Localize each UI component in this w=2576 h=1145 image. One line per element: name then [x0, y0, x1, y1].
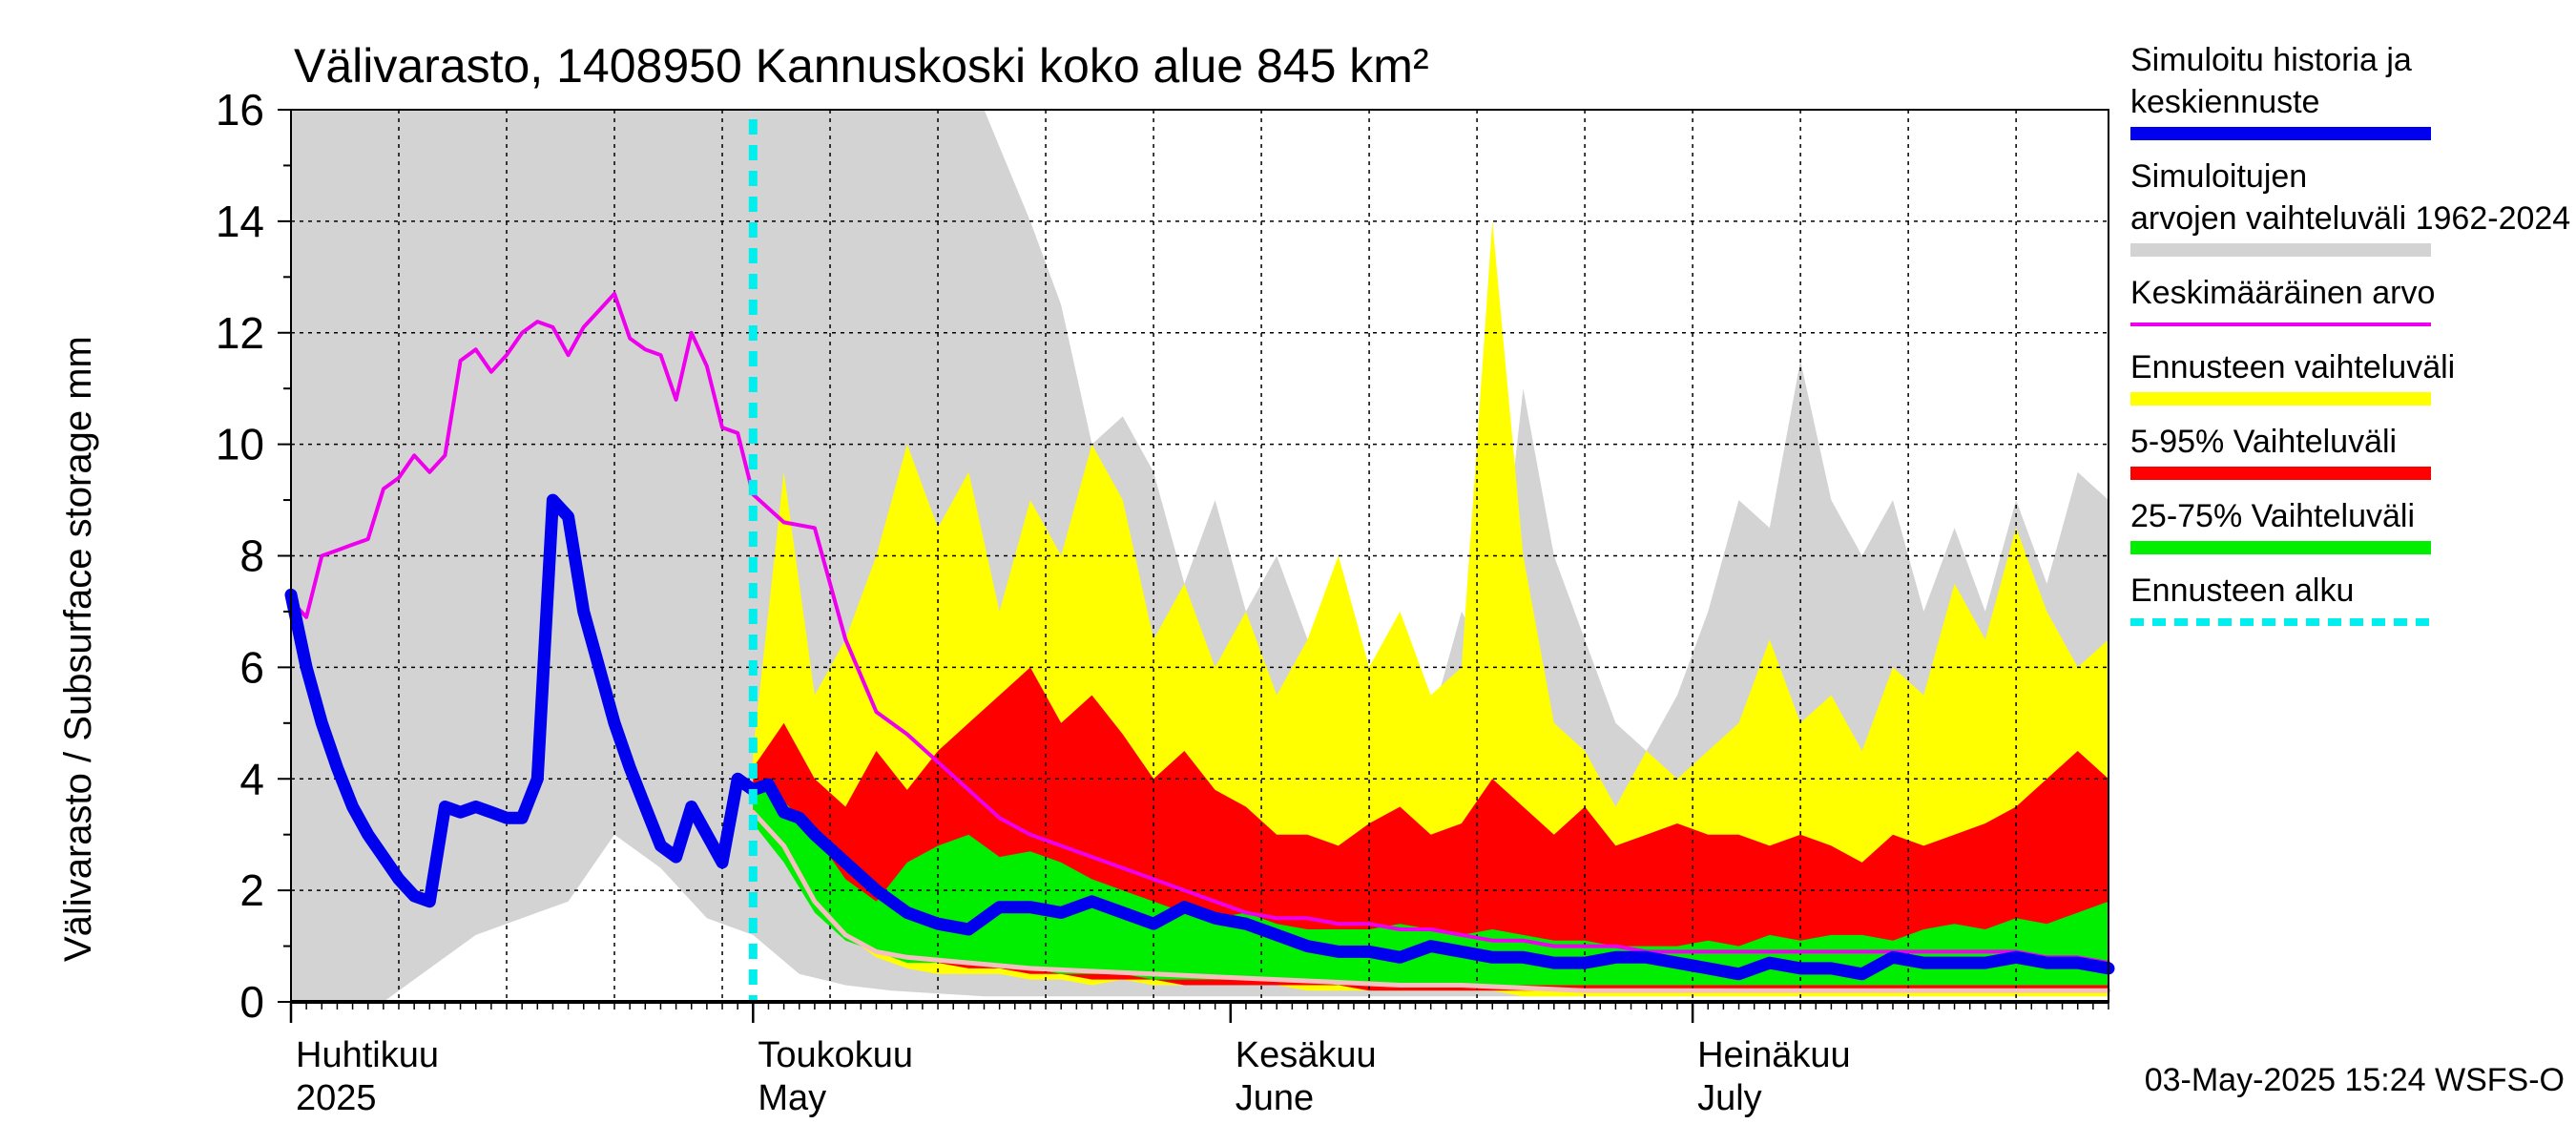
- x-month-label-en: June: [1236, 1078, 1314, 1118]
- line-simuloitu-historia-ja-keskiennuste: [284, 493, 2115, 981]
- lines-layer: [284, 291, 2115, 993]
- y-tick-label: 0: [239, 977, 264, 1027]
- band-25-75-vaihteluvali: [753, 784, 2109, 986]
- legend-label: 25-75% Vaihteluväli: [2130, 498, 2415, 534]
- x-month-label-fi: Huhtikuu: [296, 1035, 439, 1075]
- x-month-label-en: July: [1697, 1078, 1762, 1118]
- x-month-label-fi: Heinäkuu: [1697, 1035, 1851, 1075]
- legend-label: Ennusteen alku: [2130, 572, 2354, 609]
- legend-label: Keskimääräinen arvo: [2130, 275, 2435, 311]
- y-tick-labels: 0 2 4 6 8 10 12 14 16: [216, 85, 264, 1027]
- y-axis-label: Välivarasto / Subsurface storage mm: [57, 336, 99, 962]
- y-tick-label: 6: [239, 642, 264, 692]
- y-tick-label: 10: [216, 420, 264, 469]
- x-month-label-fi: Kesäkuu: [1236, 1035, 1377, 1075]
- y-tick-label: 4: [239, 754, 264, 803]
- x-month-label-en: May: [758, 1078, 826, 1118]
- line-keskiennuste-alaraja: [750, 809, 2111, 993]
- legend-label: arvojen vaihteluväli 1962-2024: [2130, 200, 2570, 237]
- x-month-label-en: 2025: [296, 1078, 377, 1118]
- y-tick-label: 14: [216, 197, 264, 246]
- y-tick-label: 12: [216, 308, 264, 358]
- line-keskimaarainen-arvo: [289, 291, 2110, 966]
- y-tick-label: 8: [239, 531, 264, 581]
- legend-label: keskiennuste: [2130, 84, 2319, 120]
- footer-timestamp: 03-May-2025 15:24 WSFS-O: [2145, 1062, 2565, 1098]
- legend-label: 5-95% Vaihteluväli: [2130, 424, 2397, 460]
- legend-label: Ennusteen vaihteluväli: [2130, 349, 2455, 385]
- bands-layer: [291, 110, 2109, 1002]
- y-tick-label: 2: [239, 865, 264, 915]
- x-month-label-fi: Toukokuu: [758, 1035, 913, 1075]
- legend: Simuloitu historia ja keskiennuste Simuloi…: [2130, 42, 2570, 626]
- axes-layer: [278, 109, 2109, 1023]
- chart-title: Välivarasto, 1408950 Kannuskoski koko al…: [294, 39, 1429, 93]
- legend-label: Simuloitujen: [2130, 158, 2307, 195]
- legend-label: Simuloitu historia ja: [2130, 42, 2412, 78]
- y-tick-label: 16: [216, 85, 264, 135]
